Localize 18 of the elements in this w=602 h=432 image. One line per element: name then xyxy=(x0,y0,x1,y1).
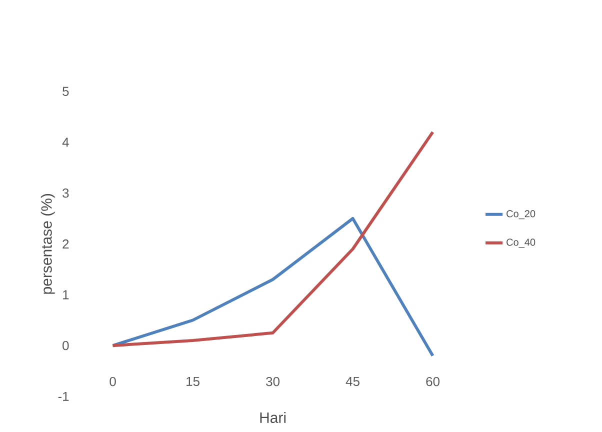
x-tick-label: 15 xyxy=(186,376,200,386)
line-series xyxy=(111,217,434,358)
x-axis-title: Hari xyxy=(260,412,286,423)
y-tick-label: 4 xyxy=(62,138,69,147)
x-tick-label: 30 xyxy=(266,376,280,386)
y-tick-label: 1 xyxy=(63,290,69,300)
y-tick-label: 2 xyxy=(62,239,69,248)
y-tick-label: 3 xyxy=(62,188,69,198)
line-series xyxy=(111,130,434,348)
y-tick-label: 0 xyxy=(62,340,69,350)
y-axis-title: persentase (%) xyxy=(40,194,55,294)
y-tick-label: 5 xyxy=(62,86,69,96)
x-tick-label: 60 xyxy=(426,376,440,386)
legend-label: Co_20 xyxy=(506,210,536,220)
y-tick-label: -1 xyxy=(58,392,69,401)
x-tick-label: 0 xyxy=(110,376,116,386)
legend-label: Co_40 xyxy=(506,238,536,248)
x-tick-label: 45 xyxy=(346,376,360,386)
